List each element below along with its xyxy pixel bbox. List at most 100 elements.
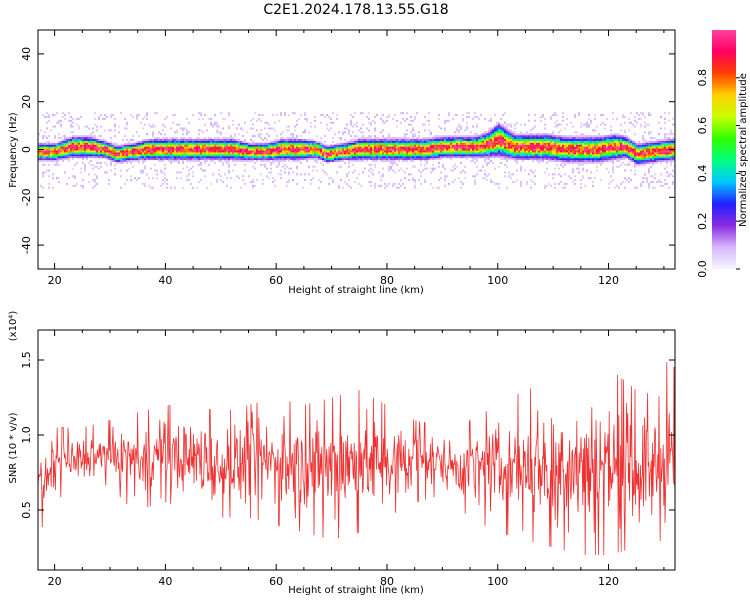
heatmap-cell [518, 148, 520, 151]
heatmap-cell [170, 150, 172, 153]
heatmap-cell [390, 165, 392, 168]
heatmap-cell [38, 142, 40, 145]
heatmap-cell [452, 150, 454, 153]
heatmap-cell [548, 148, 550, 151]
heatmap-cell [500, 138, 502, 141]
heatmap-cell [110, 146, 112, 149]
heatmap-cell [168, 156, 170, 159]
heatmap-cell [374, 148, 376, 151]
heatmap-cell [138, 161, 140, 164]
heatmap-cell [172, 138, 174, 141]
heatmap-cell [550, 150, 552, 153]
heatmap-cell [166, 158, 168, 161]
heatmap-cell [636, 159, 638, 162]
heatmap-cell [76, 144, 78, 147]
heatmap-cell [188, 131, 190, 134]
heatmap-cell [408, 173, 410, 176]
heatmap-cell [94, 142, 96, 145]
heatmap-cell [508, 150, 510, 153]
heatmap-cell [292, 148, 294, 151]
heatmap-cell [636, 186, 638, 189]
heatmap-cell [322, 148, 324, 151]
heatmap-cell [200, 161, 202, 164]
heatmap-cell [546, 146, 548, 149]
heatmap-cell [232, 154, 234, 157]
heatmap-cell [600, 146, 602, 149]
heatmap-cell [606, 159, 608, 162]
heatmap-cell [176, 152, 178, 155]
heatmap-cell [558, 159, 560, 162]
heatmap-cell [222, 146, 224, 149]
heatmap-cell [342, 158, 344, 161]
heatmap-cell [548, 142, 550, 145]
heatmap-cell [570, 158, 572, 161]
heatmap-cell [318, 148, 320, 151]
heatmap-cell [186, 131, 188, 134]
heatmap-cell [68, 177, 70, 180]
heatmap-cell [464, 129, 466, 132]
heatmap-cell [488, 156, 490, 159]
heatmap-cell [72, 138, 74, 141]
heatmap-cell [338, 158, 340, 161]
heatmap-cell [178, 154, 180, 157]
heatmap-cell [350, 121, 352, 124]
heatmap-cell [574, 175, 576, 178]
heatmap-cell [428, 146, 430, 149]
heatmap-cell [42, 135, 44, 138]
heatmap-cell [442, 144, 444, 147]
heatmap-cell [182, 159, 184, 162]
heatmap-cell [434, 142, 436, 145]
heatmap-cell [354, 146, 356, 149]
heatmap-cell [430, 150, 432, 153]
heatmap-cell [144, 150, 146, 153]
heatmap-cell [374, 182, 376, 185]
heatmap-cell [616, 154, 618, 157]
heatmap-cell [630, 152, 632, 155]
heatmap-cell [588, 159, 590, 162]
heatmap-cell [252, 186, 254, 189]
heatmap-cell [154, 146, 156, 149]
heatmap-cell [438, 125, 440, 128]
heatmap-cell [148, 138, 150, 141]
heatmap-cell [130, 114, 132, 117]
heatmap-cell [90, 163, 92, 166]
heatmap-cell [546, 161, 548, 164]
heatmap-cell [310, 152, 312, 155]
heatmap-cell [106, 152, 108, 155]
heatmap-cell [640, 123, 642, 126]
heatmap-cell [76, 138, 78, 141]
heatmap-cell [628, 117, 630, 120]
heatmap-cell [236, 152, 238, 155]
heatmap-cell [246, 152, 248, 155]
heatmap-cell [332, 181, 334, 184]
heatmap-cell [586, 161, 588, 164]
heatmap-cell [280, 169, 282, 172]
heatmap-cell [216, 156, 218, 159]
heatmap-cell [472, 152, 474, 155]
heatmap-cell [396, 156, 398, 159]
heatmap-cell [470, 150, 472, 153]
heatmap-cell [410, 148, 412, 151]
heatmap-cell [608, 142, 610, 145]
heatmap-cell [146, 173, 148, 176]
heatmap-cell [546, 140, 548, 143]
heatmap-cell [628, 181, 630, 184]
heatmap-cell [458, 131, 460, 134]
heatmap-cell [412, 140, 414, 143]
heatmap-cell [340, 142, 342, 145]
heatmap-cell [330, 127, 332, 130]
heatmap-cell [558, 167, 560, 170]
heatmap-cell [444, 140, 446, 143]
heatmap-cell [374, 144, 376, 147]
heatmap-cell [386, 119, 388, 122]
heatmap-cell [174, 152, 176, 155]
heatmap-cell [320, 150, 322, 153]
heatmap-cell [336, 144, 338, 147]
heatmap-cell [448, 140, 450, 143]
heatmap-cell [154, 148, 156, 151]
heatmap-cell [302, 154, 304, 157]
heatmap-cell [156, 156, 158, 159]
heatmap-cell [556, 119, 558, 122]
heatmap-cell [366, 158, 368, 161]
heatmap-cell [314, 144, 316, 147]
